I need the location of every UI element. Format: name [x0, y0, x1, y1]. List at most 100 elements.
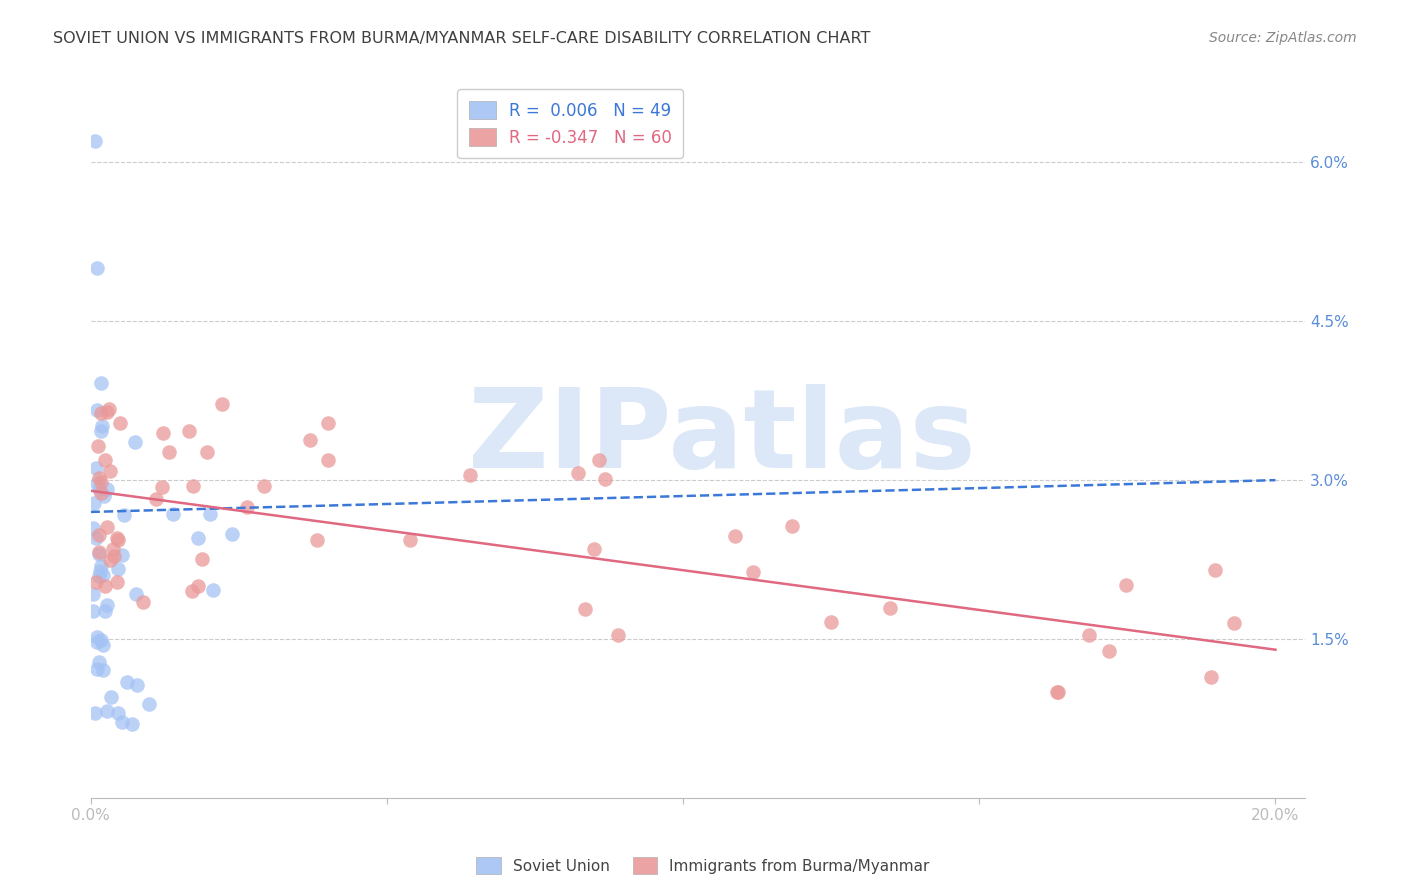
- Point: [87, 528, 110, 542]
- Legend: R =  0.006   N = 49, R = -0.347   N = 60: R = 0.006 N = 49, R = -0.347 N = 60: [457, 89, 683, 159]
- Point: [89, 548, 111, 562]
- Point: [82, 604, 104, 618]
- Point: [86, 662, 108, 676]
- Point: [93, 664, 115, 678]
- Point: [236, 500, 259, 514]
- Point: [1047, 685, 1070, 699]
- Point: [125, 678, 148, 692]
- Point: [121, 716, 143, 731]
- Point: [89, 471, 111, 485]
- Point: [87, 569, 110, 583]
- Point: [197, 444, 219, 458]
- Point: [1077, 628, 1099, 642]
- Point: [93, 579, 115, 593]
- Point: [84, 531, 107, 545]
- Point: [96, 598, 118, 612]
- Point: [96, 483, 118, 497]
- Point: [87, 482, 110, 496]
- Point: [98, 464, 121, 478]
- Point: [574, 602, 596, 616]
- Point: [86, 261, 108, 276]
- Point: [187, 579, 209, 593]
- Point: [180, 583, 202, 598]
- Point: [111, 714, 134, 729]
- Point: [1223, 615, 1246, 630]
- Point: [724, 529, 747, 543]
- Point: [221, 527, 243, 541]
- Point: [111, 549, 134, 563]
- Point: [83, 706, 105, 720]
- Point: [100, 690, 122, 704]
- Point: [93, 489, 115, 503]
- Point: [90, 418, 112, 433]
- Point: [91, 568, 114, 582]
- Point: [87, 439, 110, 453]
- Point: [879, 601, 901, 615]
- Point: [96, 704, 118, 718]
- Point: [1115, 578, 1137, 592]
- Point: [84, 461, 107, 475]
- Text: ZIPatlas: ZIPatlas: [468, 384, 976, 491]
- Point: [780, 519, 803, 533]
- Point: [90, 425, 112, 439]
- Text: Source: ZipAtlas.com: Source: ZipAtlas.com: [1209, 31, 1357, 45]
- Point: [91, 638, 114, 652]
- Point: [90, 486, 112, 500]
- Point: [152, 426, 174, 441]
- Point: [103, 549, 125, 564]
- Point: [86, 630, 108, 644]
- Point: [83, 496, 105, 510]
- Point: [399, 533, 422, 547]
- Point: [177, 424, 200, 438]
- Point: [94, 604, 117, 618]
- Point: [124, 435, 146, 450]
- Point: [112, 508, 135, 522]
- Point: [98, 401, 121, 416]
- Legend: Soviet Union, Immigrants from Burma/Myanmar: Soviet Union, Immigrants from Burma/Myan…: [470, 851, 936, 880]
- Point: [588, 453, 610, 467]
- Text: SOVIET UNION VS IMMIGRANTS FROM BURMA/MYANMAR SELF-CARE DISABILITY CORRELATION C: SOVIET UNION VS IMMIGRANTS FROM BURMA/MY…: [53, 31, 870, 46]
- Point: [138, 697, 160, 711]
- Point: [105, 574, 128, 589]
- Point: [89, 655, 111, 669]
- Point: [607, 628, 630, 642]
- Point: [115, 674, 138, 689]
- Point: [145, 492, 167, 507]
- Point: [103, 542, 125, 557]
- Point: [305, 533, 328, 548]
- Point: [201, 583, 224, 598]
- Point: [1199, 670, 1222, 684]
- Point: [89, 564, 111, 578]
- Point: [82, 521, 104, 535]
- Point: [84, 134, 107, 148]
- Point: [90, 475, 112, 489]
- Point: [90, 406, 112, 420]
- Point: [96, 520, 118, 534]
- Point: [87, 545, 110, 559]
- Point: [86, 635, 108, 649]
- Point: [86, 403, 108, 417]
- Point: [567, 467, 589, 481]
- Point: [187, 531, 209, 545]
- Point: [191, 552, 214, 566]
- Point: [200, 507, 222, 521]
- Point: [316, 453, 339, 467]
- Point: [98, 553, 121, 567]
- Point: [742, 565, 765, 579]
- Point: [150, 480, 173, 494]
- Point: [107, 533, 129, 548]
- Point: [593, 472, 616, 486]
- Point: [583, 542, 606, 557]
- Point: [90, 558, 112, 573]
- Point: [105, 531, 128, 545]
- Point: [1204, 563, 1226, 577]
- Point: [90, 632, 112, 647]
- Point: [458, 467, 481, 482]
- Point: [107, 562, 129, 576]
- Point: [211, 397, 233, 411]
- Point: [253, 478, 276, 492]
- Point: [162, 507, 184, 521]
- Point: [110, 416, 132, 430]
- Point: [86, 475, 108, 490]
- Point: [1046, 685, 1069, 699]
